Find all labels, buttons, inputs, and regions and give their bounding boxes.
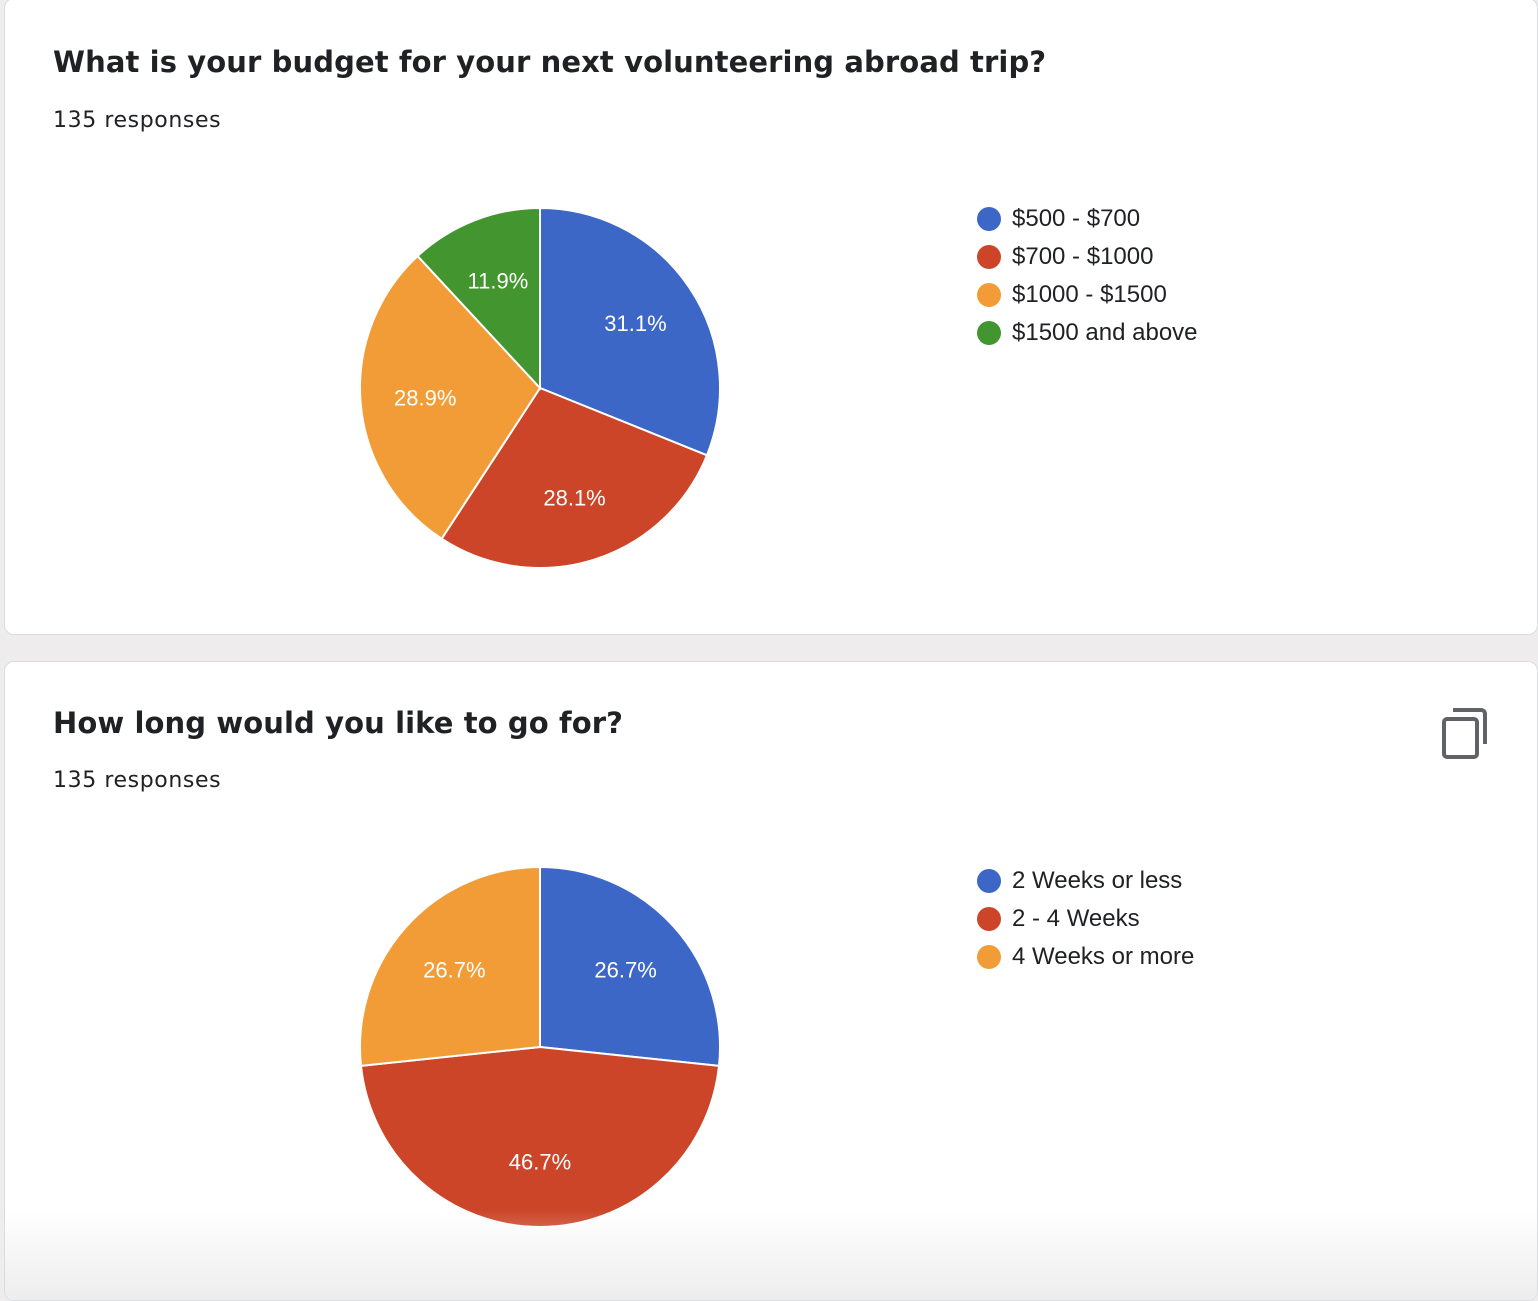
legend-item: 4 Weeks or more — [977, 938, 1194, 976]
legend-label: $500 - $700 — [1012, 205, 1141, 232]
legend-item: $1500 and above — [977, 314, 1198, 352]
pie-slice — [440, 386, 709, 569]
legend-swatch — [977, 207, 1001, 231]
legend-swatch — [977, 321, 1001, 345]
copy-chart-button[interactable] — [1441, 706, 1489, 760]
legend-label: $1000 - $1500 — [1012, 281, 1167, 308]
legend-item: $700 - $1000 — [977, 238, 1198, 276]
legend-swatch — [977, 245, 1001, 269]
legend-item: $500 - $700 — [977, 200, 1198, 238]
legend-item: 2 - 4 Weeks — [977, 900, 1194, 938]
copy-icon — [1442, 708, 1487, 759]
legend-swatch — [977, 907, 1001, 931]
pie-slice — [359, 254, 542, 541]
question-card-duration: How long would you like to go for? 135 r… — [4, 661, 1538, 1301]
chart-legend: $500 - $700 $700 - $1000 $1000 - $1500 $150… — [977, 200, 1198, 352]
pie-slice — [359, 1045, 721, 1228]
legend-swatch — [977, 869, 1001, 893]
legend-swatch — [977, 283, 1001, 307]
pie-slice — [539, 865, 721, 1067]
pie-slice-label: 26.7% — [594, 957, 656, 982]
question-title: What is your budget for your next volunt… — [53, 45, 1047, 79]
question-card-budget: What is your budget for your next volunt… — [4, 0, 1538, 635]
pie-slice-label: 28.1% — [543, 485, 605, 510]
question-title: How long would you like to go for? — [53, 706, 624, 740]
pie-slice — [539, 206, 721, 457]
pie-slice-label: 28.9% — [394, 385, 456, 410]
legend-item: 2 Weeks or less — [977, 862, 1194, 900]
legend-label: 2 Weeks or less — [1012, 867, 1183, 894]
pie-slice-label: 46.7% — [509, 1150, 571, 1175]
pie-slice-label: 11.9% — [468, 268, 529, 293]
pie-chart: 31.1% 28.1% 28.9% 11.9% — [359, 206, 721, 569]
legend-label: 4 Weeks or more — [1012, 943, 1195, 970]
response-count: 135 responses — [53, 108, 222, 133]
scroll-shadow — [5, 1210, 1537, 1300]
legend-label: $1500 and above — [1012, 319, 1198, 346]
pie-chart: 26.7% 46.7% 26.7% — [359, 865, 721, 1228]
legend-label: 2 - 4 Weeks — [1012, 905, 1140, 932]
pie-slice — [359, 865, 541, 1067]
pie-slice — [416, 206, 541, 391]
legend-label: $700 - $1000 — [1012, 243, 1154, 270]
chart-legend: 2 Weeks or less 2 - 4 Weeks 4 Weeks or mor… — [977, 862, 1194, 976]
pie-slice-label: 31.1% — [604, 311, 666, 336]
pie-slice-label: 26.7% — [423, 957, 485, 982]
legend-item: $1000 - $1500 — [977, 276, 1198, 314]
legend-swatch — [977, 945, 1001, 969]
response-count: 135 responses — [53, 768, 222, 793]
